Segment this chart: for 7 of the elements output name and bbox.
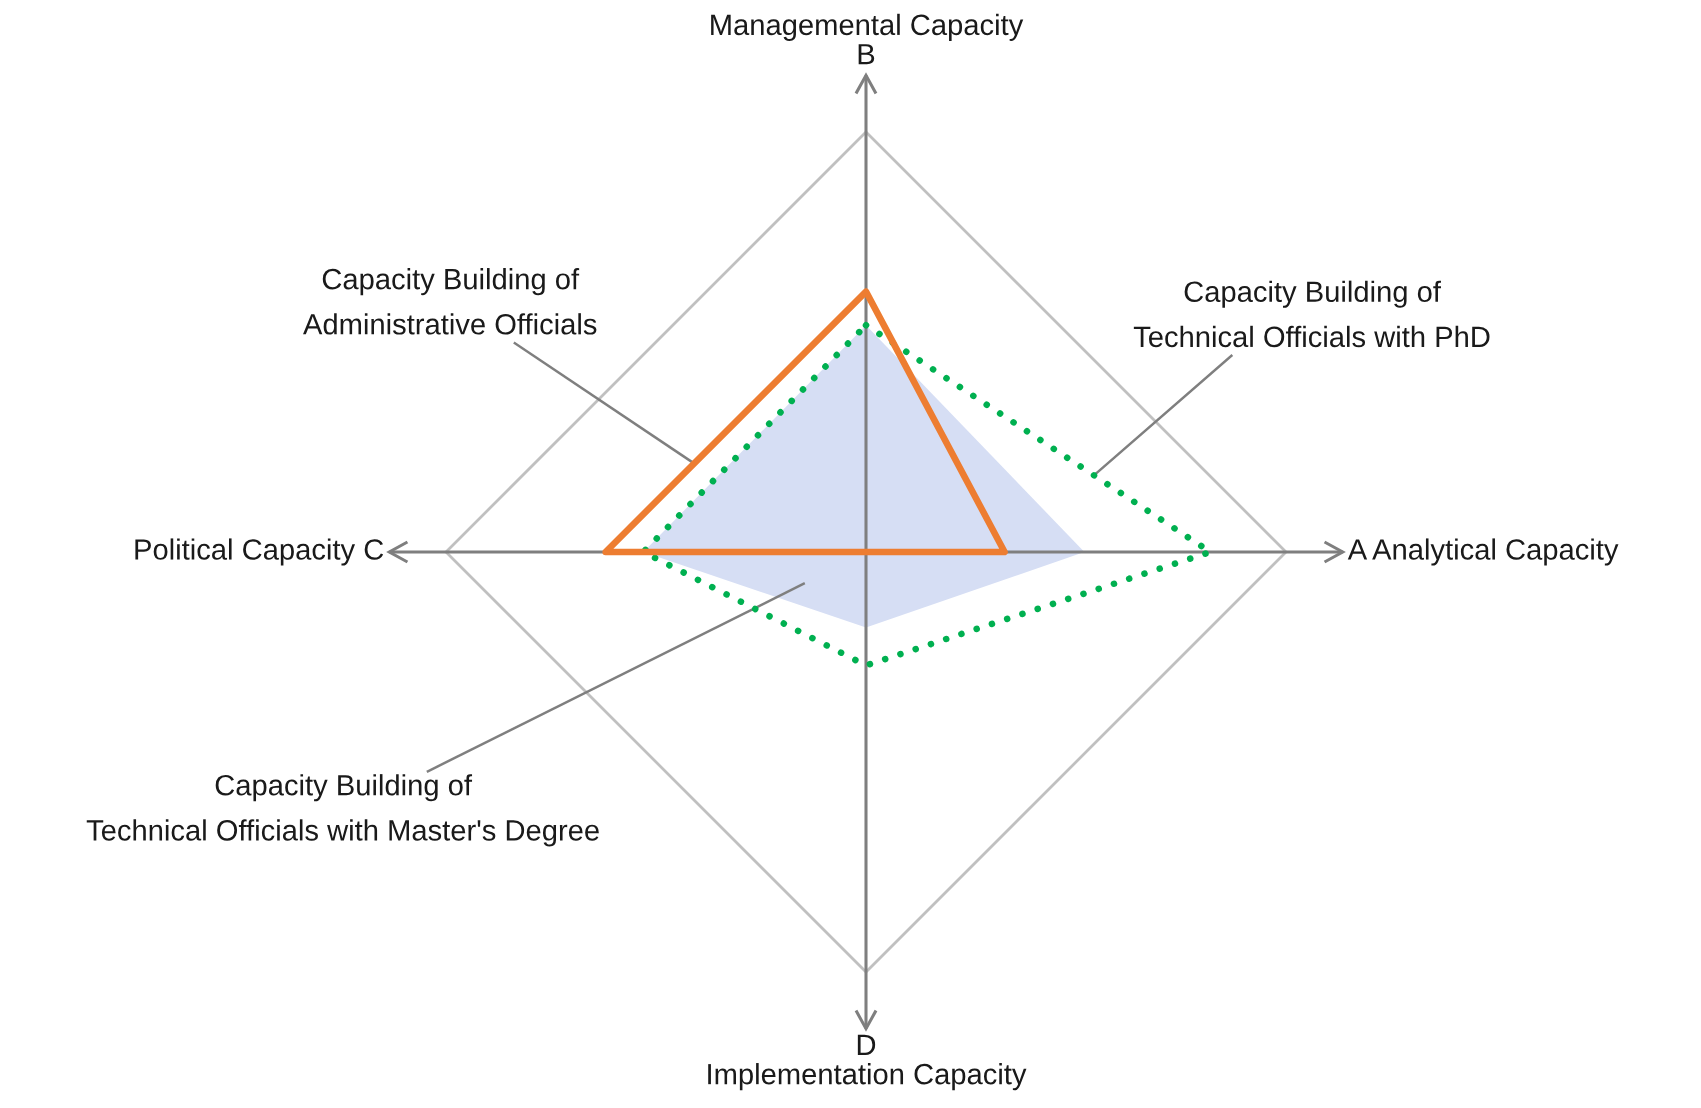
spoke-label: Political Capacity C [135, 538, 384, 566]
spoke-label: Managemental Capacity B [711, 13, 1024, 65]
spoke-label: D Implementation Capacity [708, 1034, 1027, 1091]
text: Capacity Building of Administrative Officials [303, 268, 597, 335]
spoke-label: A Analytical Capacity [1347, 538, 1619, 566]
text: Capacity Building of Technical Officials with Master's Degree [86, 774, 599, 847]
text: Capacity Building of Technical Officials with PhD [1133, 280, 1490, 348]
